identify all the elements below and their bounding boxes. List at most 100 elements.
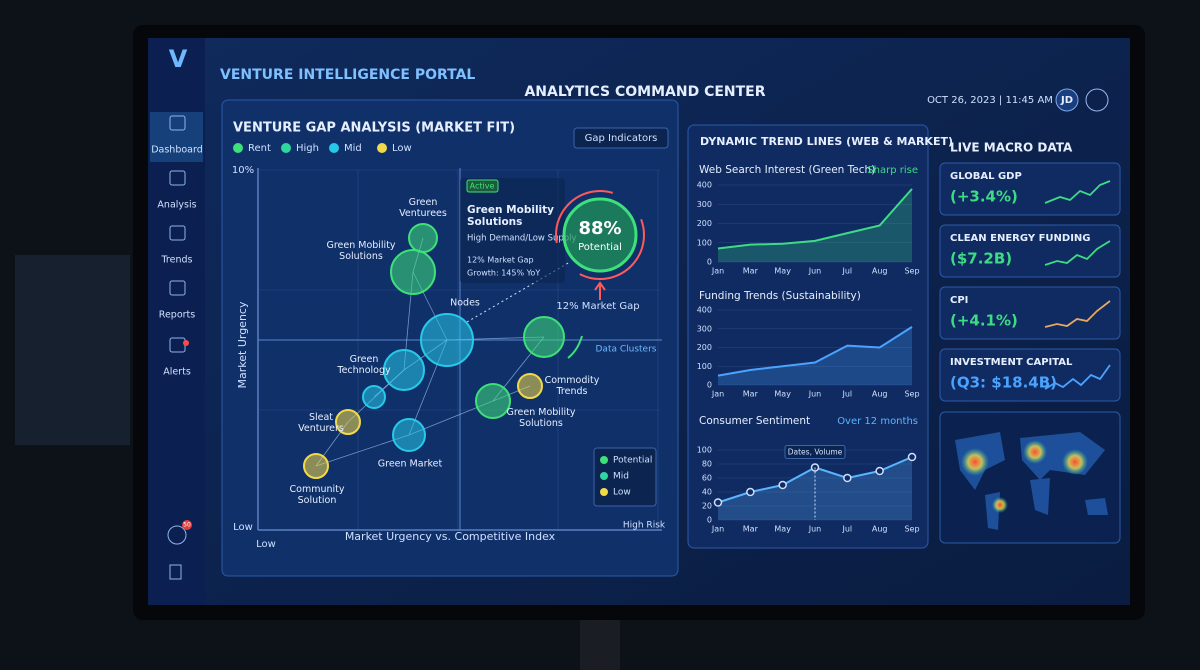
macro-title: LIVE MACRO DATA [950, 141, 1073, 155]
callout-title: Solutions [467, 216, 522, 228]
y-top: 10% [232, 165, 254, 176]
label-line: Sleat [309, 412, 333, 423]
label-line: Technology [336, 365, 391, 376]
nav-label: Reports [159, 310, 195, 321]
point[interactable] [746, 487, 755, 497]
callout-sub: High Demand/Low Supply [467, 234, 577, 244]
key-label: Low [613, 488, 631, 498]
node[interactable] [392, 418, 426, 452]
portal-title: VENTURE INTELLIGENCE PORTAL [220, 67, 475, 83]
label-line: Solutions [519, 418, 563, 429]
x-tick-label: Jan [711, 267, 724, 276]
node[interactable] [383, 349, 425, 391]
node[interactable] [390, 249, 436, 295]
callout-gap: 12% Market Gap [467, 256, 534, 265]
gap-label: 12% Market Gap [556, 301, 639, 312]
node[interactable] [420, 313, 474, 367]
label-line: Green [409, 197, 438, 208]
chart-title: Consumer Sentiment [699, 415, 810, 427]
x-tick-label: Jun [808, 390, 822, 399]
x-tick-label: Jun [808, 267, 822, 276]
trends-title: DYNAMIC TREND LINES (WEB & MARKET) [700, 135, 953, 148]
sparkline [1044, 300, 1111, 328]
legend-dot [281, 143, 291, 153]
avatar[interactable] [1055, 88, 1079, 112]
x-axis-label: Market Urgency vs. Competitive Index [345, 530, 556, 543]
point[interactable] [713, 498, 723, 507]
node[interactable] [517, 373, 543, 399]
x-tick-label: Jan [711, 390, 724, 399]
y-tick-label: 400 [697, 306, 712, 315]
chart-note: Over 12 months [837, 416, 918, 427]
node[interactable] [303, 453, 329, 479]
node[interactable] [362, 385, 386, 409]
logout-icon[interactable] [169, 564, 182, 580]
label-line: Solution [298, 495, 337, 506]
badge [182, 520, 192, 530]
y-tick-label: 0 [707, 381, 712, 390]
macro-card [939, 348, 1121, 402]
point[interactable] [778, 480, 787, 490]
x-tick-label: May [774, 525, 791, 534]
macro-value: (+3.4%) [950, 188, 1018, 206]
gap-button[interactable] [573, 127, 669, 149]
node[interactable] [335, 409, 361, 435]
trend-panel [687, 124, 929, 549]
x-tick-label: Mar [743, 525, 759, 534]
label-line: Trends [556, 386, 588, 397]
annotation: Dates, Volume [788, 448, 843, 457]
trend-area [718, 326, 912, 385]
y-tick-label: 20 [702, 502, 712, 511]
sparkline [1044, 180, 1111, 204]
x-left: Low [256, 539, 276, 550]
datetime: OCT 26, 2023 | 11:45 AM [927, 95, 1053, 106]
legend-label: Mid [344, 143, 362, 154]
legend-label: Rent [248, 143, 271, 154]
node[interactable] [523, 316, 565, 358]
key-box [593, 447, 657, 507]
callout-title: Green Mobility [467, 204, 554, 216]
active-item [150, 112, 203, 162]
profile-icon[interactable] [1085, 88, 1109, 112]
y-tick-label: 80 [702, 460, 712, 469]
label-line: Green [350, 354, 379, 365]
y-tick-label: 100 [697, 362, 712, 371]
background-monitor [15, 255, 130, 445]
x-tick-label: Jan [711, 525, 724, 534]
legend-dot [329, 143, 339, 153]
nav-label: Trends [161, 255, 193, 266]
point[interactable] [875, 466, 884, 476]
gap-button-label: Gap Indicators [585, 133, 658, 144]
point[interactable] [907, 452, 917, 462]
macro-name: GLOBAL GDP [950, 171, 1022, 182]
x-tick-label: Aug [872, 267, 888, 276]
node[interactable] [475, 383, 511, 419]
y-tick-label: 300 [697, 200, 712, 209]
trend-line [717, 326, 913, 377]
x-tick-label: May [774, 267, 791, 276]
nav-icon[interactable] [169, 225, 186, 241]
nav-icon[interactable] [169, 115, 186, 131]
y-axis-label: Market Urgency [236, 301, 249, 388]
legend-dot [377, 143, 387, 153]
sparkline [1044, 240, 1111, 266]
label-line: Venturees [399, 208, 447, 219]
y-tick-label: 200 [697, 219, 712, 228]
sparkline [1044, 364, 1111, 390]
nav-icon[interactable] [169, 280, 186, 296]
key-dot [600, 472, 608, 480]
x-tick-label: Mar [743, 267, 759, 276]
world-map [955, 432, 1108, 530]
account-icon[interactable] [167, 525, 187, 545]
callout [460, 178, 565, 283]
trend-area [718, 188, 912, 262]
gauge [562, 197, 638, 273]
y-tick-label: 60 [702, 474, 712, 483]
label-line: Community [290, 484, 345, 495]
node[interactable] [408, 223, 438, 253]
macro-card [939, 286, 1121, 340]
nav-label: Analysis [157, 200, 196, 211]
point[interactable] [843, 473, 852, 483]
nav-icon[interactable] [169, 170, 186, 186]
y-tick-label: 200 [697, 343, 712, 352]
